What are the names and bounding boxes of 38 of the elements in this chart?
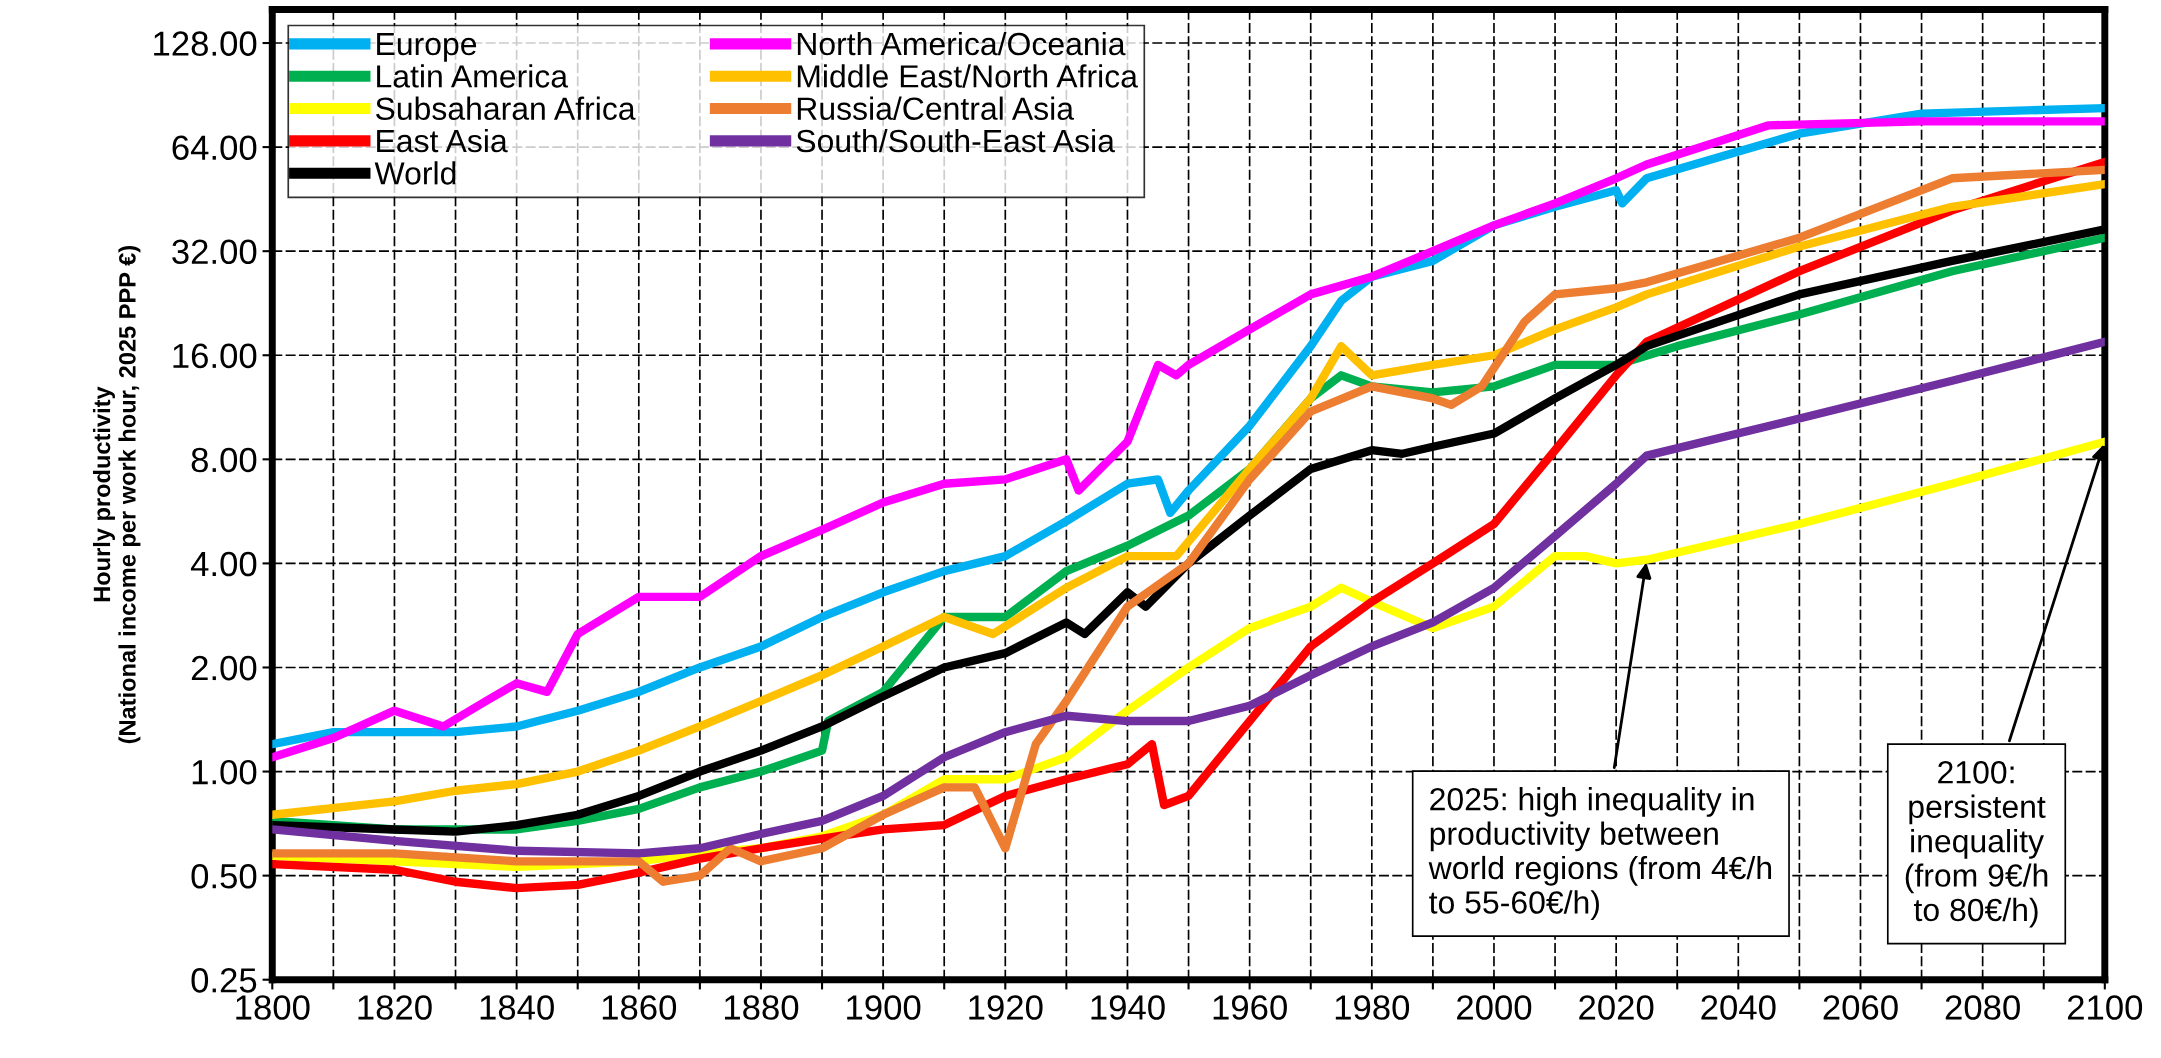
legend-label: World [374,161,456,185]
x-tick-label: 1800 [236,995,310,1020]
legend-label: Europe [377,33,477,62]
x-tick-label: 1960 [1213,995,1287,1020]
y-axis-title: Hourly productivity (National income per work hour, 2025 PPP €) [92,246,141,744]
y-tick-label: 0.50 [191,863,257,889]
x-tick-label: 1980 [1335,995,1410,1020]
x-tick-label: 2040 [1701,995,1776,1020]
x-tick-label: 1920 [969,995,1043,1020]
annotation: 2100: persistent inequality (from 9€/h to 80€/h) [1905,761,2048,928]
y-tick-label: 0.25 [191,968,257,993]
x-tick-label: 1860 [602,995,677,1020]
x-tick-label: 1820 [358,995,432,1020]
y-tick-label: 64.00 [172,135,257,161]
y-tick-label: 4.00 [190,551,257,577]
legend-label: Subsaharan Africa [375,96,636,121]
annotation: 2025: high inequality in productivity between world regions (from 4€/h to 55-60€/h) [1428,787,1772,921]
legend-label: Middle East/North Africa [797,64,1138,88]
x-tick-label: 1880 [724,995,799,1020]
legend-label: East Asia [377,128,508,153]
x-tick-label: 2100 [2067,995,2143,1020]
legend-label: Russia/Central Asia [797,96,1075,121]
y-tick-label: 1.00 [192,759,257,785]
x-tick-label: 1840 [480,995,554,1020]
y-tick-label: 128.00 [154,31,257,56]
x-tick-label: 1900 [847,995,921,1020]
x-tick-label: 2000 [1457,995,1532,1020]
y-tick-label: 2.00 [191,655,257,681]
y-tick-label: 8.00 [191,447,257,473]
legend-label: North America/Oceania [797,31,1126,56]
y-tick-label: 32.00 [172,239,257,265]
x-tick-label: 2020 [1579,995,1654,1020]
x-tick-label: 2060 [1823,995,1898,1020]
legend-label: South/South-East Asia [796,128,1115,153]
legend-label: Latin America [377,64,569,88]
x-tick-label: 2080 [1945,995,2020,1020]
x-tick-label: 1940 [1091,995,1165,1020]
y-tick-label: 16.00 [173,343,257,369]
